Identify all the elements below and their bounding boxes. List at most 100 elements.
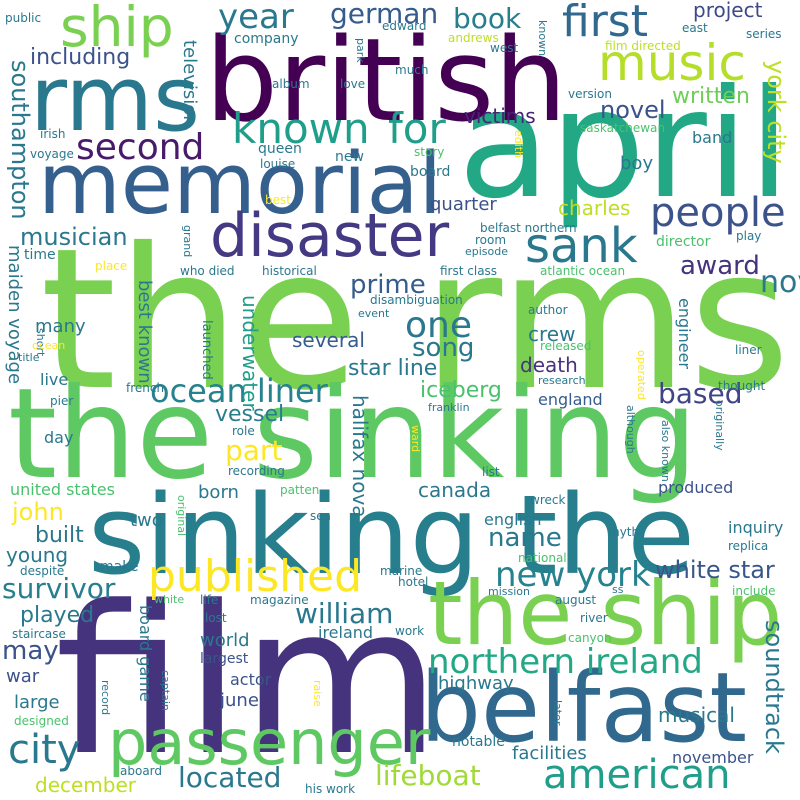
word-first: first — [562, 0, 648, 47]
word-halifax-nova: halifax nova — [348, 395, 372, 518]
word-actor: actor — [230, 670, 272, 689]
word-best: best — [265, 193, 291, 207]
word-young: young — [6, 543, 69, 567]
word-world: world — [200, 630, 250, 651]
word-based: based — [658, 377, 743, 410]
word-andrews: andrews — [448, 31, 499, 45]
word-recording: recording — [228, 464, 285, 478]
word-prime: prime — [350, 270, 426, 300]
word-musical: musical — [658, 703, 735, 727]
word-canada: canada — [418, 478, 492, 502]
word-make: make — [100, 559, 139, 575]
word-project: project — [693, 0, 763, 22]
word-marine: marine — [380, 564, 423, 578]
word-place: place — [95, 259, 128, 273]
word-hotel: hotel — [398, 575, 429, 589]
word-much: much — [395, 63, 429, 77]
word-sea: sea — [310, 509, 331, 523]
word-english: english — [484, 510, 542, 529]
word-engineer: engineer — [675, 298, 694, 369]
word-british: british — [205, 14, 568, 148]
word-play: play — [736, 229, 762, 243]
word-year: year — [218, 0, 294, 37]
word-largest: largest — [200, 651, 249, 667]
word-german: german — [330, 0, 439, 30]
word-song: song — [412, 333, 475, 363]
word-park: park — [354, 38, 367, 63]
word-war: war — [6, 666, 40, 687]
word-belfast-northern: belfast northern — [480, 221, 577, 235]
word-river: river — [580, 611, 608, 625]
word-born: born — [198, 482, 239, 503]
word-band: band — [692, 128, 733, 147]
word-published: published — [148, 551, 363, 602]
word-event: event — [358, 307, 390, 320]
word-saskatchewan: saskatchewan — [580, 121, 666, 135]
word-public: public — [5, 11, 42, 25]
word-released: released — [540, 339, 592, 353]
word-film-directed: film directed — [605, 39, 681, 53]
word-the-ship: the ship — [428, 562, 783, 665]
word-victims: victims — [464, 104, 536, 128]
word-underwater: underwater — [238, 295, 262, 411]
word-room: room — [475, 233, 507, 247]
word-magazine: magazine — [250, 593, 309, 607]
word-charles: charles — [558, 196, 631, 220]
word-music: music — [598, 34, 746, 92]
word-the-rms: the rms — [40, 206, 791, 433]
word-series: series — [746, 27, 782, 41]
word-iceberg: iceberg — [420, 378, 502, 403]
word-sinking-the: sinking the — [88, 471, 695, 599]
word-author: author — [528, 303, 568, 317]
word-later: later — [551, 700, 564, 726]
word-liner: liner — [735, 343, 762, 357]
word-disaster: disaster — [210, 201, 450, 271]
word-queen: queen — [258, 141, 302, 157]
word-story: story — [414, 145, 445, 159]
word-new-york: new york — [495, 555, 651, 595]
word-edith: edith — [512, 130, 525, 159]
word-part: part — [225, 434, 283, 467]
word-west: west — [490, 41, 519, 55]
word-first-class: first class — [440, 264, 498, 278]
word-disambiguation: disambiguation — [370, 293, 463, 307]
word-live: live — [40, 370, 69, 389]
word-may: may — [2, 636, 59, 666]
word-the-sinking: the sinking — [8, 362, 698, 507]
word-include: include — [732, 584, 776, 598]
word-designed: designed — [14, 714, 69, 728]
word-staircase: staircase — [12, 627, 66, 641]
word-time: time — [24, 247, 56, 263]
word-facilities: facilities — [512, 743, 587, 764]
word-musician: musician — [20, 223, 128, 251]
word-york-city: york city — [762, 60, 790, 164]
word-award: award — [680, 251, 760, 281]
word-belfast: belfast — [420, 652, 747, 764]
word-large: large — [14, 692, 60, 713]
word-new: new — [335, 149, 364, 165]
word-operated: operated — [635, 350, 648, 400]
word-known-small: known — [536, 20, 549, 57]
word-book: book — [453, 2, 522, 35]
word-august: august — [555, 593, 597, 607]
word-william: william — [295, 597, 394, 630]
word-notable: notable — [452, 734, 505, 750]
word-album: album — [272, 77, 310, 91]
word-death: death — [520, 353, 578, 377]
word-his-work: his work — [305, 782, 356, 796]
word-passenger: passenger — [108, 706, 431, 779]
word-produced: produced — [658, 478, 734, 497]
word-crew: crew — [528, 322, 576, 346]
word-launched: launched — [199, 320, 214, 380]
word-built: built — [35, 523, 84, 548]
word-known: known — [232, 104, 370, 153]
word-ireland: ireland — [318, 623, 374, 642]
word-title: title — [18, 351, 40, 364]
word-atlantic-ocean: atlantic ocean — [540, 264, 626, 278]
word-captain: captain — [159, 670, 172, 711]
word-quarter: quarter — [430, 194, 497, 215]
word-historical: historical — [262, 264, 317, 278]
word-grand: grand — [181, 225, 194, 258]
word-ship: ship — [60, 0, 174, 59]
